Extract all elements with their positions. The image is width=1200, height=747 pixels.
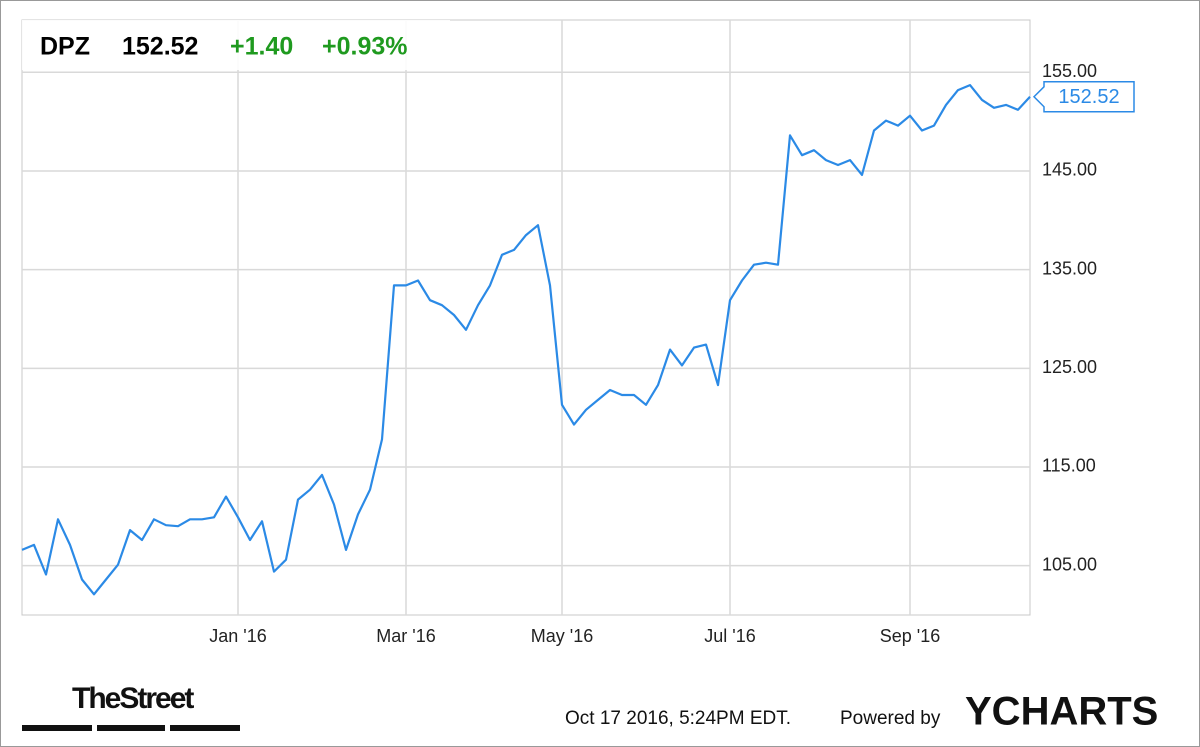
brand: YCHARTS [965,690,1158,734]
y-tick-label: 155.00 [1042,61,1097,81]
price: 152.52 [122,33,198,61]
change: +1.40 [230,33,293,61]
powered-by: Powered by [840,708,941,729]
y-tick-label: 105.00 [1042,554,1097,574]
x-tick-label: May '16 [531,626,593,646]
logo-bar [97,725,165,731]
logo-bar [22,725,92,731]
y-tick-label: 125.00 [1042,357,1097,377]
last-value-callout: 152.52 [1032,81,1135,113]
line [21,84,1031,596]
y-tick-label: 135.00 [1042,258,1097,278]
series [21,84,1031,596]
last-value-label: 152.52 [1058,86,1119,108]
y-tick-label: 115.00 [1042,456,1096,476]
plot-area [21,19,1031,616]
x-tick-label: Jul '16 [704,626,755,646]
logo-bar [170,725,240,731]
x-tick-label: Mar '16 [376,626,435,646]
callout-box [1032,81,1135,113]
change-percent: +0.93% [322,33,408,61]
quote-box [22,20,450,70]
symbol: DPZ [40,33,90,61]
y-tick-label: 145.00 [1042,160,1097,180]
timestamp: Oct 17 2016, 5:24PM EDT. [565,708,791,729]
x-tick-label: Jan '16 [209,626,266,646]
source-logo: TheStreet [72,682,194,715]
x-tick-label: Sep '16 [880,626,941,646]
